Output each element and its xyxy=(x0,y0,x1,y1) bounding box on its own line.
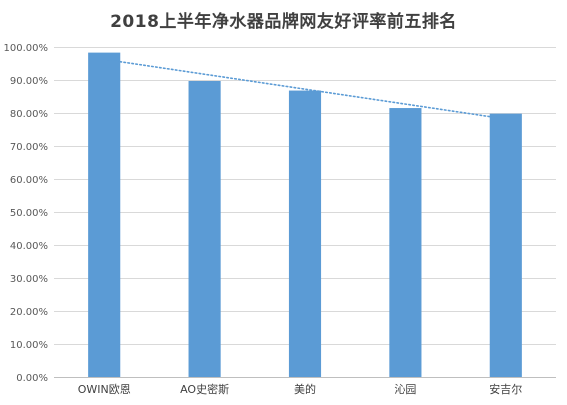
y-tick-label: 0.00% xyxy=(16,373,48,384)
bar-3 xyxy=(288,90,322,377)
y-tick-label: 10.00% xyxy=(10,340,48,351)
trendline xyxy=(103,58,507,120)
y-tick-label: 60.00% xyxy=(10,175,48,186)
x-category-label: 美的 xyxy=(294,382,316,396)
bar-2 xyxy=(188,80,221,378)
x-category-label: OWIN欧恩 xyxy=(78,383,131,396)
y-tick-label: 100.00% xyxy=(4,43,49,54)
chart-title: 2018上半年净水器品牌网友好评率前五排名 xyxy=(110,12,457,32)
x-category-label: 沁园 xyxy=(394,383,416,396)
y-tick-label: 70.00% xyxy=(10,142,48,153)
bar-4 xyxy=(389,108,422,378)
y-tick-label: 30.00% xyxy=(10,274,48,285)
bar-5 xyxy=(489,113,522,377)
y-tick-label: 50.00% xyxy=(10,208,48,219)
x-category-label: AO史密斯 xyxy=(180,382,229,396)
y-tick-label: 20.00% xyxy=(10,307,48,318)
y-tick-label: 90.00% xyxy=(10,76,48,87)
y-tick-label: 40.00% xyxy=(10,241,48,252)
bar-1 xyxy=(88,52,121,378)
x-category-label: 安吉尔 xyxy=(489,382,522,396)
y-tick-label: 80.00% xyxy=(10,109,48,120)
